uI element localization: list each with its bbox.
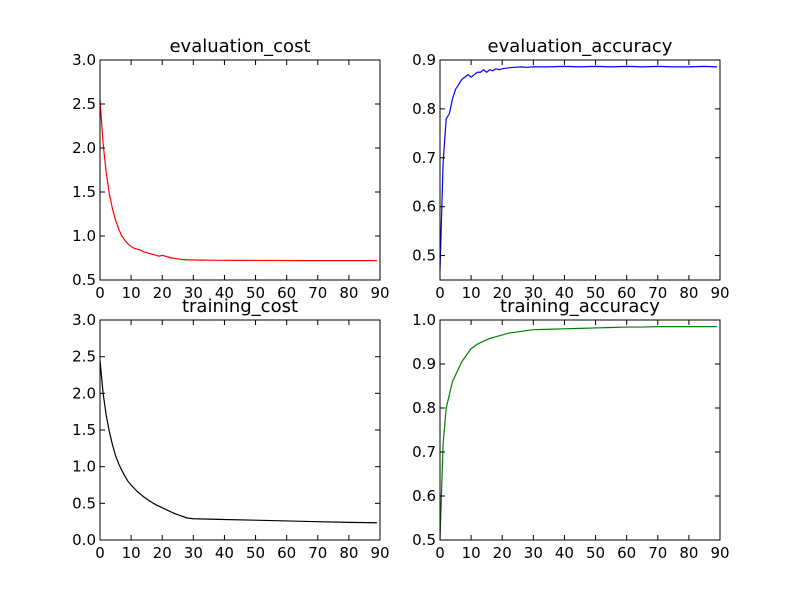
evaluation-cost-ytick-label: 2.5	[72, 95, 96, 113]
training-accuracy-xtick-label: 0	[435, 544, 445, 562]
training-cost-ytick-label: 1.0	[72, 458, 96, 476]
evaluation-accuracy-xtick-label: 20	[493, 284, 512, 302]
evaluation-cost-ytick-label: 1.5	[72, 183, 96, 201]
evaluation-cost-xtick-label: 80	[339, 284, 358, 302]
training-accuracy-title: training_accuracy	[500, 296, 660, 317]
training-accuracy-xtick-label: 50	[586, 544, 605, 562]
training-cost-xtick-label: 10	[122, 544, 141, 562]
training-cost-xtick-label: 60	[277, 544, 296, 562]
evaluation-accuracy-ytick-label: 0.9	[412, 51, 436, 69]
evaluation-cost-ytick-label: 3.0	[72, 51, 96, 69]
training-accuracy-ytick-label: 0.7	[412, 443, 436, 461]
evaluation-accuracy-title: evaluation_accuracy	[488, 36, 673, 57]
evaluation-cost-series-line	[99, 99, 377, 262]
evaluation-cost-xtick-label: 90	[370, 284, 389, 302]
evaluation-cost-ytick-label: 2.0	[72, 139, 96, 157]
training-cost-xtick-label: 20	[153, 544, 172, 562]
evaluation-cost-xtick-label: 10	[122, 284, 141, 302]
training-accuracy-xtick-label: 70	[648, 544, 667, 562]
training-accuracy-ytick-label: 0.9	[412, 355, 436, 373]
training-cost-xtick-label: 90	[370, 544, 389, 562]
training-accuracy-ytick-label: 0.5	[412, 531, 436, 549]
training-cost-panel: training_cost 0 10 20 30 40 50 60 70 80 90 3.0 2.5 2.…	[72, 296, 389, 562]
training-accuracy-ytick-label: 0.8	[412, 399, 436, 417]
training-cost-xtick-label: 30	[184, 544, 203, 562]
training-accuracy-xtick-label: 60	[617, 544, 636, 562]
training-accuracy-xtick-label: 20	[493, 544, 512, 562]
evaluation-accuracy-xtick-label: 70	[648, 284, 667, 302]
evaluation-cost-title: evaluation_cost	[169, 36, 310, 57]
training-cost-ytick-label: 3.0	[72, 311, 96, 329]
evaluation-cost-axes-frame	[99, 59, 381, 281]
evaluation-accuracy-ytick-label: 0.8	[412, 100, 436, 118]
evaluation-cost-xtick-label: 30	[184, 284, 203, 302]
training-cost-axes-frame	[99, 319, 381, 541]
evaluation-accuracy-xtick-label: 60	[617, 284, 636, 302]
training-accuracy-xtick-label: 80	[679, 544, 698, 562]
evaluation-accuracy-xtick-label: 30	[524, 284, 543, 302]
training-cost-ytick-label: 1.5	[72, 421, 96, 439]
evaluation-cost-xtick-label: 60	[277, 284, 296, 302]
evaluation-accuracy-ytick-label: 0.6	[412, 198, 436, 216]
evaluation-cost-xtick-label: 20	[153, 284, 172, 302]
training-accuracy-ytick-label: 0.6	[412, 487, 436, 505]
training-accuracy-xtick-label: 30	[524, 544, 543, 562]
evaluation-accuracy-xtick-label: 80	[679, 284, 698, 302]
evaluation-accuracy-ytick-label: 0.5	[412, 247, 436, 265]
training-cost-xtick-label: 80	[339, 544, 358, 562]
evaluation-cost-xtick-label: 70	[308, 284, 327, 302]
evaluation-accuracy-xtick-label: 10	[462, 284, 481, 302]
evaluation-cost-ytick-label: 0.5	[72, 271, 96, 289]
evaluation-accuracy-panel: evaluation_accuracy 0 10 20 30 40 50 60 70 80 90 0.…	[412, 36, 729, 302]
evaluation-cost-xtick-label: 40	[215, 284, 234, 302]
evaluation-cost-panel: evaluation_cost 0 10 20 30 40 50 60 70 80 90 3.0 2.5…	[72, 36, 389, 302]
evaluation-cost-ytick-label: 1.0	[72, 227, 96, 245]
training-cost-ytick-label: 0.5	[72, 494, 96, 512]
training-cost-title: training_cost	[182, 296, 298, 317]
evaluation-accuracy-xtick-label: 50	[586, 284, 605, 302]
evaluation-cost-xtick-label: 50	[246, 284, 265, 302]
evaluation-accuracy-ytick-label: 0.7	[412, 149, 436, 167]
evaluation-accuracy-series-line	[439, 65, 717, 271]
training-accuracy-xtick-label: 90	[710, 544, 729, 562]
training-cost-ytick-label: 2.0	[72, 384, 96, 402]
training-cost-xtick-label: 0	[95, 544, 105, 562]
training-cost-series-line	[99, 360, 377, 524]
training-cost-ytick-label: 2.5	[72, 348, 96, 366]
training-cost-xtick-label: 50	[246, 544, 265, 562]
evaluation-accuracy-xtick-label: 0	[435, 284, 445, 302]
evaluation-cost-xtick-label: 0	[95, 284, 105, 302]
training-cost-ytick-label: 0.0	[72, 531, 96, 549]
training-accuracy-ytick-label: 1.0	[412, 311, 436, 329]
evaluation-accuracy-xtick-label: 90	[710, 284, 729, 302]
evaluation-accuracy-xtick-label: 40	[555, 284, 574, 302]
training-cost-xtick-label: 70	[308, 544, 327, 562]
training-accuracy-panel: training_accuracy 0 10 20 30 40 50 60 70 80 90 1.0 0…	[412, 296, 729, 562]
training-accuracy-xtick-label: 10	[462, 544, 481, 562]
training-cost-xtick-label: 40	[215, 544, 234, 562]
training-accuracy-xtick-label: 40	[555, 544, 574, 562]
training-accuracy-series-line	[439, 326, 717, 541]
training-accuracy-axes-frame	[439, 319, 721, 541]
evaluation-accuracy-axes-frame	[439, 59, 721, 281]
